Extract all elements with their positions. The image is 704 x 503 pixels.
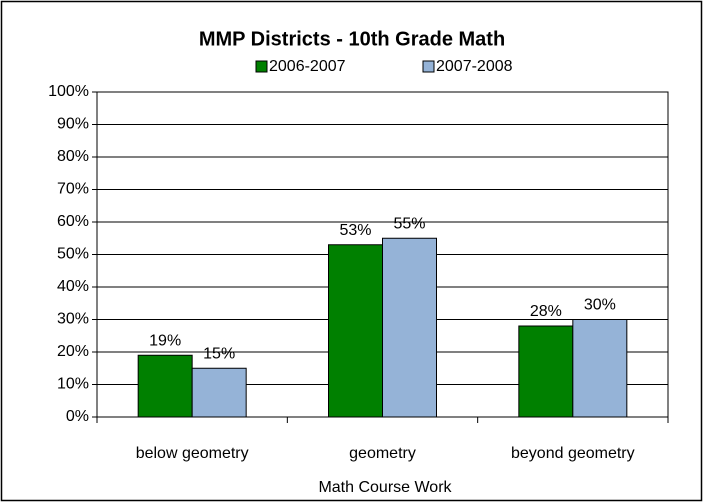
bar xyxy=(572,319,628,418)
data-label: 19% xyxy=(149,332,181,349)
data-label: 53% xyxy=(339,222,371,239)
y-tick-label: 90% xyxy=(57,116,89,133)
legend-label: 2007-2008 xyxy=(436,58,513,75)
x-tick-label: beyond geometry xyxy=(511,445,635,462)
y-tick-label: 10% xyxy=(57,376,89,393)
bar xyxy=(518,325,574,418)
x-axis-label: Math Course Work xyxy=(318,479,452,496)
bar xyxy=(137,354,193,418)
bar xyxy=(191,367,247,418)
legend-label: 2006-2007 xyxy=(269,58,346,75)
data-label: 15% xyxy=(203,345,235,362)
x-tick-label: below geometry xyxy=(136,445,249,462)
legend-swatch xyxy=(255,60,268,73)
y-tick-label: 100% xyxy=(48,83,89,100)
chart-title: MMP Districts - 10th Grade Math xyxy=(199,28,505,50)
y-tick-label: 0% xyxy=(66,408,89,425)
y-tick-label: 80% xyxy=(57,148,89,165)
x-tick-label: geometry xyxy=(349,445,416,462)
data-label: 55% xyxy=(393,215,425,232)
bar xyxy=(328,244,383,418)
y-tick-label: 20% xyxy=(57,343,89,360)
legend-swatch xyxy=(422,60,435,73)
bar xyxy=(382,237,437,418)
y-tick-label: 30% xyxy=(57,311,89,328)
data-label: 28% xyxy=(530,303,562,320)
y-tick-label: 70% xyxy=(57,181,89,198)
data-label: 30% xyxy=(584,297,616,314)
y-tick-label: 40% xyxy=(57,278,89,295)
y-tick-label: 60% xyxy=(57,213,89,230)
y-tick-label: 50% xyxy=(57,246,89,263)
